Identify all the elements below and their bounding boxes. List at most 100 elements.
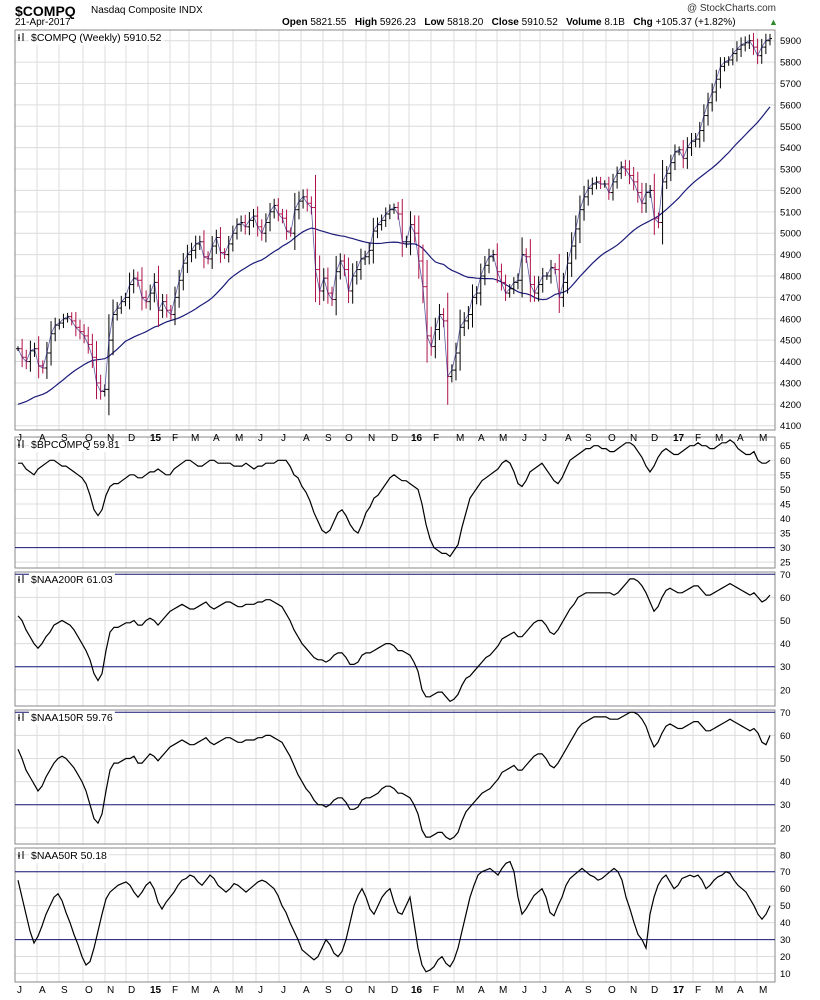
- y-tick-label: 60: [780, 884, 791, 895]
- x-tick-label: N: [107, 985, 114, 996]
- x-tick-label: J: [281, 985, 286, 996]
- y-tick-label: 80: [780, 850, 791, 861]
- x-tick-label: N: [368, 433, 375, 444]
- y-tick-label: 50: [780, 901, 791, 912]
- x-tick-label: 17: [673, 433, 685, 444]
- x-tick-label: J: [281, 433, 286, 444]
- y-tick-label: 30: [780, 543, 791, 554]
- x-tick-label: A: [39, 433, 46, 444]
- x-tick-label: M: [235, 433, 243, 444]
- y-tick-label: 4600: [780, 314, 801, 325]
- x-tick-label: D: [651, 433, 658, 444]
- y-tick-label: 4300: [780, 378, 801, 389]
- x-tick-label: J: [522, 985, 527, 996]
- y-tick-label: 60: [780, 731, 791, 742]
- chart-type-icon: [18, 851, 24, 859]
- x-tick-label: 15: [150, 985, 162, 996]
- chg-label: Chg: [633, 17, 653, 28]
- high-label: High: [354, 17, 378, 28]
- y-tick-label: 20: [780, 685, 791, 696]
- close-value: 5910.52: [521, 17, 558, 28]
- y-tick-label: 65: [780, 441, 791, 452]
- x-tick-label: D: [391, 985, 398, 996]
- x-tick-label: A: [565, 433, 572, 444]
- chart-date: 21-Apr-2017: [15, 17, 71, 28]
- panel-title: $NAA50R 50.18: [31, 850, 107, 862]
- y-tick-label: 20: [780, 952, 791, 963]
- x-tick-label: D: [128, 433, 135, 444]
- chart-header: $COMPQ Nasdaq Composite INDX 21-Apr-2017…: [0, 0, 820, 30]
- x-tick-label: S: [585, 985, 592, 996]
- x-tick-label: A: [478, 433, 485, 444]
- panel-title-bg: [29, 711, 115, 725]
- y-tick-label: 45: [780, 499, 791, 510]
- x-tick-label: F: [172, 985, 178, 996]
- x-tick-label: N: [630, 433, 637, 444]
- x-tick-label: F: [433, 433, 439, 444]
- up-arrow-icon: ▲: [769, 17, 778, 27]
- x-tick-label: O: [85, 985, 93, 996]
- x-tick-label: J: [258, 433, 263, 444]
- panel-frame: [14, 571, 776, 707]
- credit: @ StockCharts.com: [686, 3, 776, 14]
- y-tick-label: 25: [780, 558, 791, 569]
- x-tick-label: D: [391, 433, 398, 444]
- close-label: Close: [491, 17, 519, 28]
- y-tick-label: 40: [780, 514, 791, 525]
- low-label: Low: [424, 17, 445, 28]
- y-tick-label: 50: [780, 485, 791, 496]
- x-tick-label: M: [499, 985, 507, 996]
- x-tick-label: D: [128, 985, 135, 996]
- x-tick-label: 16: [411, 985, 423, 996]
- x-tick-label: M: [715, 985, 723, 996]
- x-tick-label: D: [651, 985, 658, 996]
- x-tick-label: S: [325, 985, 332, 996]
- x-tick-label: J: [17, 433, 22, 444]
- x-tick-label: O: [608, 433, 616, 444]
- chg-value: +105.37 (+1.82%): [655, 17, 736, 28]
- y-tick-label: 4500: [780, 336, 801, 347]
- indicator-line: [17, 860, 771, 973]
- x-tick-label: S: [61, 985, 68, 996]
- x-tick-label: S: [585, 433, 592, 444]
- x-tick-label: M: [235, 985, 243, 996]
- x-tick-label: N: [368, 985, 375, 996]
- x-tick-label: F: [695, 985, 701, 996]
- volume-value: 8.1B: [604, 17, 625, 28]
- chart-type-icon: [18, 575, 24, 583]
- y-tick-label: 30: [780, 662, 791, 673]
- x-tick-label: J: [258, 985, 263, 996]
- x-tick-label: A: [303, 433, 310, 444]
- panel-title: $NAA200R 61.03: [31, 574, 113, 586]
- moving-average-line: [17, 106, 771, 405]
- x-tick-label: N: [107, 433, 114, 444]
- x-tick-label: A: [565, 985, 572, 996]
- y-tick-label: 5500: [780, 122, 801, 133]
- y-tick-label: 70: [780, 867, 791, 878]
- x-tick-label: N: [630, 985, 637, 996]
- panel-title-bg: [29, 438, 122, 452]
- panel-frame: [14, 847, 776, 983]
- y-tick-label: 30: [780, 800, 791, 811]
- y-tick-label: 40: [780, 918, 791, 929]
- y-tick-label: 5900: [780, 36, 801, 47]
- x-tick-label: J: [542, 433, 547, 444]
- y-tick-label: 5200: [780, 186, 801, 197]
- y-tick-label: 4100: [780, 421, 801, 432]
- panel-title: $NAA150R 59.76: [31, 712, 113, 724]
- x-tick-label: A: [213, 433, 220, 444]
- x-tick-label: F: [433, 985, 439, 996]
- x-tick-label: O: [345, 433, 353, 444]
- x-tick-label: J: [17, 985, 22, 996]
- y-tick-label: 40: [780, 777, 791, 788]
- y-tick-label: 30: [780, 935, 791, 946]
- x-tick-label: M: [759, 985, 767, 996]
- y-tick-label: 4900: [780, 250, 801, 261]
- quote-summary: Open 5821.55 High 5926.23 Low 5818.20 Cl…: [282, 17, 736, 28]
- y-tick-label: 60: [780, 593, 791, 604]
- panel-title: $COMPQ (Weekly) 5910.52: [31, 32, 162, 44]
- x-tick-label: F: [172, 433, 178, 444]
- x-tick-label: J: [522, 433, 527, 444]
- panel-title-bg: [29, 573, 115, 587]
- chart-type-icon: [18, 440, 24, 448]
